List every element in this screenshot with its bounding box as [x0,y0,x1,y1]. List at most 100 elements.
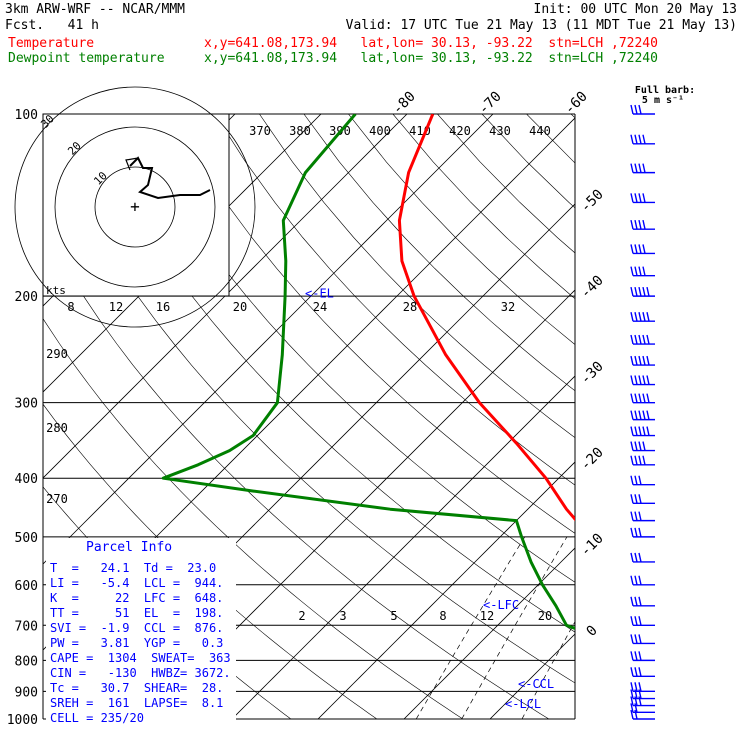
dewpoint-location-info: x,y=641.08,173.94 lat,lon= 30.13, -93.22… [204,51,658,66]
dry-adiabat-line [43,227,550,719]
wind-barb [630,334,655,345]
isotherm-label: -60 [562,89,591,118]
mixing-ratio-label: 12 [480,609,494,623]
dry-adiabat-line [43,318,464,719]
wind-barb-flag [630,475,634,485]
parcel-line: SVI = -1.9 CCL = 876. [50,621,224,635]
wind-barb-flag [630,266,634,276]
pressure-tick-label: 700 [15,619,38,634]
dewpoint-trace [161,114,575,631]
isotherm-label: -50 [578,187,607,216]
wind-barb-flag [638,410,642,420]
wind-barb-flag [642,244,646,254]
wind-barb-flag [638,596,642,606]
wind-barb [630,244,655,255]
wind-barb-flag [630,193,634,203]
wind-barb-flag [638,667,642,677]
wind-barb-flag [642,441,646,451]
wind-barb-flag [634,312,638,322]
wind-barb-flag [638,312,642,322]
wind-barb-flag [642,163,646,173]
mixing-ratio-line [703,537,740,719]
dry-adiabat-label: 280 [46,421,68,435]
wind-barb-flag [634,244,638,254]
wind-barb-flag [638,682,642,692]
wind-barb-flag [634,286,638,297]
wind-barb [630,455,655,466]
wind-barb-flag [638,193,642,203]
pressure-tick-label: 800 [15,654,38,669]
wind-barb-flag [642,219,646,230]
wind-barb-flag [634,709,638,720]
wind-barb-flag [634,651,638,661]
mixing-ratio-label: 2 [298,609,305,623]
isotherm-line [43,114,494,565]
wind-barb-flag [638,651,642,661]
wind-barb-flag [634,494,638,504]
wind-barb-flag [630,596,634,606]
wind-barb-flag [630,511,634,521]
wind-barb [630,393,655,404]
wind-barb-flag [638,266,642,276]
wind-barb-flag [630,494,634,504]
dry-adiabat-line [348,114,575,345]
wind-barb-flag [630,244,634,254]
wind-barb [630,511,655,522]
wind-barb-flag [634,163,638,173]
parcel-info-title: Parcel Info [86,540,173,555]
dry-adiabat-line [392,114,575,300]
dry-adiabat-line [705,114,740,719]
wind-barb-flag [638,375,642,385]
wind-barb [630,552,655,563]
hodograph-frame [42,113,230,297]
wind-barb-flag [642,375,646,385]
pressure-tick-label: 1000 [7,713,38,728]
wind-barb-flag [634,134,638,144]
parcel-line: SREH = 161 LAPSE= 8.1 [50,696,224,710]
parcel-line: CELL = 235/20 [50,711,144,725]
wind-barb [630,616,655,626]
wind-barb-flag [630,696,634,706]
wind-barb [630,651,655,662]
wind-barb-flag [630,375,634,385]
temperature-trace [397,114,575,522]
wind-barb-flag [634,475,638,485]
wind-barb-flag [642,266,646,276]
wind-barb-flag [630,441,634,451]
isotherm-label: -40 [578,273,607,302]
parcel-line: TT = 51 EL = 198. [50,606,224,620]
isotherm-line [576,114,740,719]
wind-barb [630,494,655,504]
wind-barb-flag [630,393,634,403]
wind-barb-flag [638,355,642,366]
hodograph-speed-label: 32 [501,300,515,314]
wind-barb [630,667,655,677]
wind-barb [630,596,655,607]
parcel-line: Tc = 30.7 SHEAR= 28. [50,681,224,695]
wind-barb-flag [638,219,642,230]
wind-barb [630,286,655,297]
init-time: Init: 00 UTC Mon 20 May 13 [533,2,738,17]
wind-barb-flag [638,393,642,403]
wind-barb-flag [630,410,634,420]
wind-barb-flag [630,312,634,322]
wind-barb [630,426,655,437]
isotherm-label: -10 [578,531,607,560]
mixing-ratio-line [415,536,525,719]
storm-motion-marker: + [130,197,140,216]
hodograph-speed-label: 16 [156,300,170,314]
pressure-tick-label: 200 [15,290,38,305]
wind-barb-flag [642,193,646,203]
wind-barb-flag [630,682,634,692]
isotherm-line [43,114,408,479]
wind-barb-flag [634,193,638,203]
wind-barb [630,163,655,174]
dry-adiabat-line [214,114,575,486]
hodograph-ring [94,166,176,248]
wind-barb-flag [642,426,646,436]
wind-barb-flag [634,596,638,606]
wind-barb-flag [634,634,638,644]
wind-barb-flag [634,616,638,626]
dry-adiabat-line [526,114,575,164]
